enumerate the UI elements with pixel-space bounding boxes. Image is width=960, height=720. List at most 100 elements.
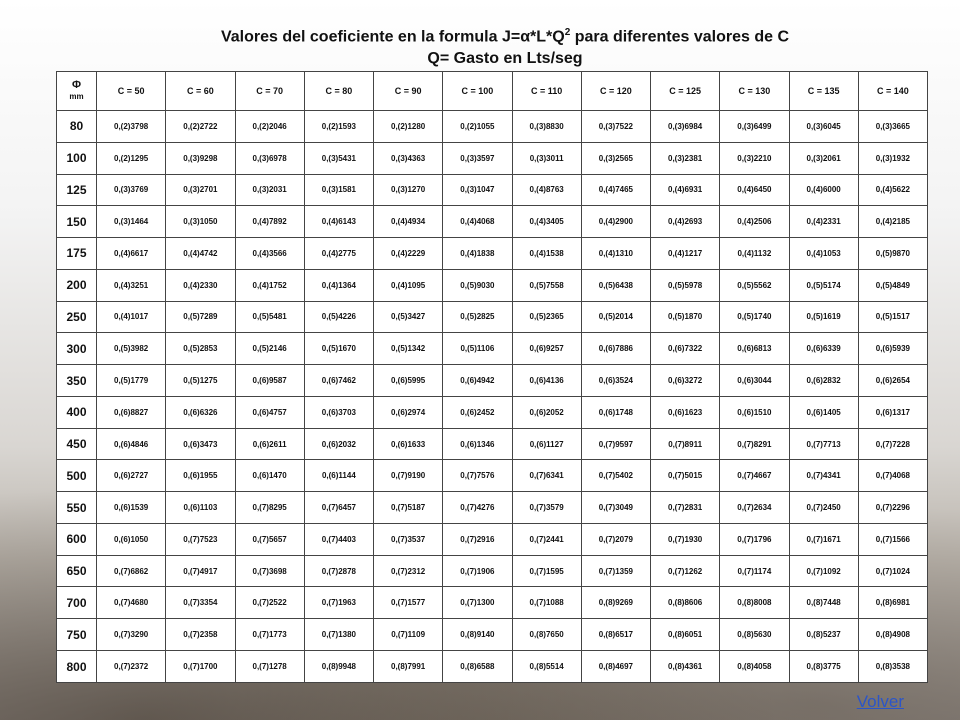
diameter-cell: 500 (56, 459, 97, 493)
coefficient-cell: 0,(7)6341 (511, 459, 582, 493)
coefficient-cell: 0,(5)1517 (857, 300, 929, 334)
coefficient-cell: 0,(7)2634 (719, 491, 790, 524)
coefficient-cell: 0,(6)9587 (234, 364, 305, 397)
table-row: 550 0,(6)1539 0,(6)1103 0,(7)8295 0,(7)6457 0… (56, 491, 929, 524)
coefficient-cell: 0,(4)1838 (442, 237, 513, 270)
table-row: 300 0,(5)3982 0,(5)2853 0,(5)2146 0,(5)1670 0… (56, 332, 929, 366)
coefficient-cell: 0,(6)3703 (303, 395, 375, 429)
coefficient-cell: 0,(3)6045 (788, 110, 859, 143)
diameter-cell: 350 (56, 364, 97, 397)
coefficient-cell: 0,(7)1092 (788, 554, 859, 588)
coefficient-cell: 0,(3)6978 (234, 141, 305, 175)
table-row: 80 0,(2)3798 0,(2)2722 0,(2)2046 0,(2)1593 0,… (56, 110, 929, 143)
coefficient-cell: 0,(4)5622 (857, 173, 929, 207)
table-row: 350 0,(5)1779 0,(5)1275 0,(6)9587 0,(6)7462 0… (56, 364, 929, 397)
coefficient-cell: 0,(5)7558 (511, 268, 582, 302)
column-header: C = 90 (372, 71, 444, 111)
coefficient-cell: 0,(2)2722 (165, 110, 236, 143)
coefficient-cell: 0,(3)2210 (719, 141, 790, 175)
coefficient-cell: 0,(3)1932 (857, 141, 929, 175)
coefficient-cell: 0,(4)2185 (857, 205, 929, 239)
coefficient-cell: 0,(4)6617 (95, 237, 167, 270)
coefficient-cell: 0,(5)2853 (165, 332, 236, 366)
coefficient-cell: 0,(6)9257 (511, 332, 582, 366)
coefficient-cell: 0,(7)4276 (442, 491, 513, 524)
coefficient-cell: 0,(6)6326 (165, 395, 236, 429)
coefficient-cell: 0,(2)1280 (372, 110, 444, 143)
volver-link[interactable]: Volver (856, 692, 904, 711)
coefficient-cell: 0,(4)4934 (372, 205, 444, 239)
diameter-cell: 600 (56, 522, 97, 556)
coefficient-cell: 0,(7)9190 (372, 459, 444, 493)
coefficient-cell: 0,(3)6984 (649, 110, 721, 143)
coefficient-cell: 0,(4)3251 (95, 268, 167, 302)
coefficient-cell: 0,(8)6981 (857, 586, 929, 620)
coefficient-cell: 0,(6)1405 (788, 395, 859, 429)
coefficient-cell: 0,(6)2727 (95, 459, 167, 493)
coefficient-cell: 0,(4)2229 (372, 237, 444, 270)
table-row: 150 0,(3)1464 0,(3)1050 0,(4)7892 0,(4)6143 0… (56, 205, 929, 239)
coefficient-cell: 0,(7)2916 (442, 522, 513, 556)
coefficient-cell: 0,(4)1364 (303, 268, 375, 302)
coefficient-cell: 0,(7)1088 (511, 586, 582, 620)
coefficient-cell: 0,(6)1633 (372, 427, 444, 461)
coefficient-cell: 0,(5)2146 (234, 332, 305, 366)
coefficient-cell: 0,(5)2365 (511, 300, 582, 334)
coefficient-cell: 0,(7)1278 (234, 650, 305, 683)
diameter-cell: 200 (56, 268, 97, 302)
diameter-cell: 125 (56, 173, 97, 207)
coefficient-cell: 0,(7)1109 (372, 618, 444, 652)
diameter-cell: 100 (56, 141, 97, 175)
coefficient-cell: 0,(8)4361 (649, 650, 721, 683)
diameter-cell: 80 (56, 110, 97, 143)
coefficient-cell: 0,(4)1095 (372, 268, 444, 302)
coefficient-cell: 0,(4)3566 (234, 237, 305, 270)
table-row: 700 0,(7)4680 0,(7)3354 0,(7)2522 0,(7)1963 0… (56, 586, 929, 620)
coefficient-cell: 0,(5)1619 (788, 300, 859, 334)
coefficient-cell: 0,(8)7448 (788, 586, 859, 620)
coefficient-cell: 0,(8)5514 (511, 650, 582, 683)
column-header: C = 60 (165, 71, 236, 111)
coefficient-cell: 0,(7)1577 (372, 586, 444, 620)
coefficient-cell: 0,(3)8830 (511, 110, 582, 143)
coefficient-cell: 0,(5)5978 (649, 268, 721, 302)
coefficient-cell: 0,(7)2441 (511, 522, 582, 556)
coefficient-cell: 0,(6)1955 (165, 459, 236, 493)
coefficient-cell: 0,(7)2878 (303, 554, 375, 588)
coefficient-cell: 0,(5)7289 (165, 300, 236, 334)
coefficient-cell: 0,(7)3354 (165, 586, 236, 620)
coefficient-cell: 0,(7)4403 (303, 522, 375, 556)
coefficient-cell: 0,(3)3597 (442, 141, 513, 175)
coefficient-cell: 0,(6)2052 (511, 395, 582, 429)
coefficient-cell: 0,(6)1317 (857, 395, 929, 429)
coefficient-cell: 0,(4)3405 (511, 205, 582, 239)
diameter-header: Φ mm (56, 71, 97, 111)
coefficient-cell: 0,(4)2775 (303, 237, 375, 270)
coefficient-cell: 0,(8)5237 (788, 618, 859, 652)
coefficient-cell: 0,(7)4068 (857, 459, 929, 493)
coefficient-cell: 0,(6)1346 (442, 427, 513, 461)
coefficient-cell: 0,(7)1906 (442, 554, 513, 588)
diameter-cell: 150 (56, 205, 97, 239)
coefficient-cell: 0,(7)7228 (857, 427, 929, 461)
coefficient-cell: 0,(7)5402 (580, 459, 652, 493)
coefficient-cell: 0,(4)2506 (719, 205, 790, 239)
diameter-cell: 800 (56, 650, 97, 683)
coefficient-cell: 0,(3)6499 (719, 110, 790, 143)
coefficient-cell: 0,(6)6339 (788, 332, 859, 366)
coefficient-cell: 0,(7)2296 (857, 491, 929, 524)
column-header: C = 100 (442, 71, 513, 111)
coefficient-cell: 0,(8)4697 (580, 650, 652, 683)
coefficient-cell: 0,(7)2372 (95, 650, 167, 683)
coefficient-cell: 0,(4)4068 (442, 205, 513, 239)
coefficient-cell: 0,(4)7892 (234, 205, 305, 239)
coefficient-cell: 0,(7)2079 (580, 522, 652, 556)
diameter-cell: 300 (56, 332, 97, 366)
coefficient-cell: 0,(8)6588 (442, 650, 513, 683)
table-row: 600 0,(6)1050 0,(7)7523 0,(7)5657 0,(7)4403 0… (56, 522, 929, 556)
coefficient-cell: 0,(4)1132 (719, 237, 790, 270)
coefficient-cell: 0,(5)4849 (857, 268, 929, 302)
coefficient-cell: 0,(6)2832 (788, 364, 859, 397)
coefficient-cell: 0,(7)8291 (719, 427, 790, 461)
coefficient-cell: 0,(5)4226 (303, 300, 375, 334)
